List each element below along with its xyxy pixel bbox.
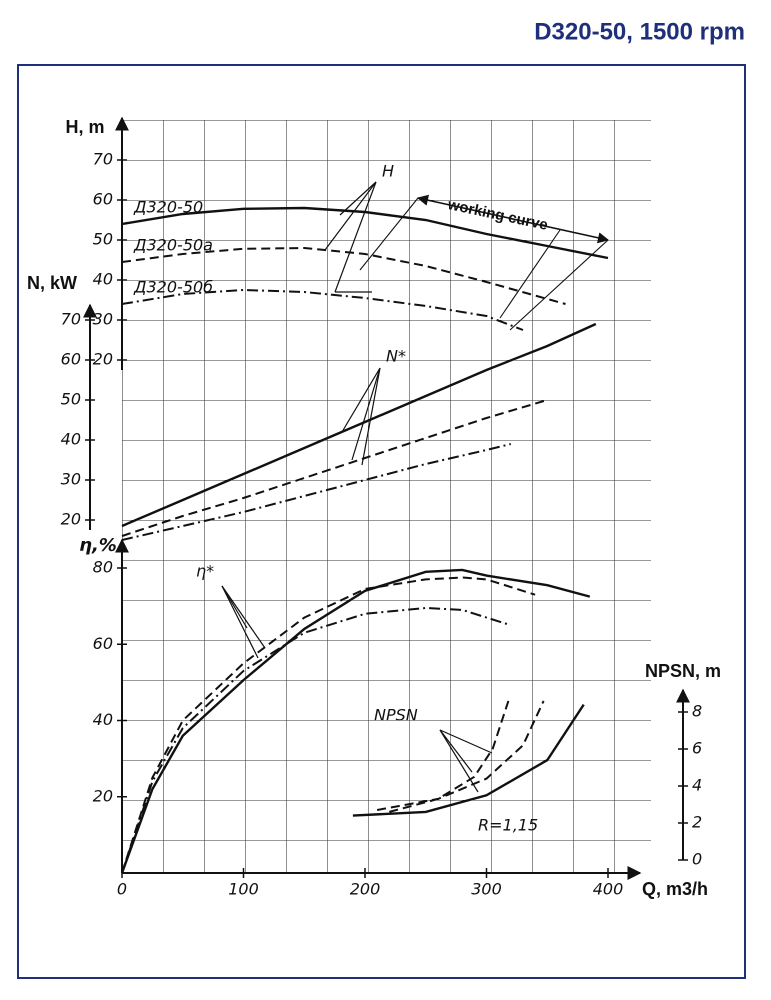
x-tick-label: 400 [593,880,624,899]
annotation: NPSN [374,706,418,725]
y-tick-label: 50 [61,390,81,409]
series-label: Д320-50 [133,198,203,217]
x-tick-label: 0 [117,880,127,899]
y-tick-label: 2 [692,813,702,832]
curve [120,568,591,874]
leader-line [439,729,479,793]
leader-line [324,181,377,251]
leader-line [221,585,259,659]
y-tick-label: 20 [93,350,113,369]
y-tick-label: 50 [93,230,113,249]
y-tick-label: 30 [93,310,113,329]
curve [121,322,597,528]
curve [121,246,566,305]
curve [376,700,545,811]
y-tick-label: 70 [61,310,81,329]
y-tick-label: 30 [61,470,81,489]
curve [121,576,536,874]
frame [17,64,746,979]
leader-line [339,181,377,216]
y-tick-label: 20 [93,786,113,805]
y-tick-label: 4 [692,776,702,795]
curve [352,703,585,817]
title: D320-50, 1500 rpm [534,18,745,45]
leader-line [359,197,419,271]
leader-line [221,585,266,649]
x-tick-label: 300 [471,880,502,899]
leader-line [334,181,377,293]
y-axis-label: η,% [79,535,117,556]
y-axis-label: N, kW [27,273,77,293]
curve [121,443,512,541]
y-tick-label: 20 [61,510,81,529]
annotation: H [382,162,394,181]
leader-line [361,367,381,466]
leader-line [351,367,381,461]
y-tick-label: 60 [61,350,81,369]
leader-line [439,729,473,773]
grid-paper [122,120,651,873]
leader-line [341,367,381,433]
y-tick-label: 40 [61,430,81,449]
leader-line [439,729,493,754]
working-curve-arrow [416,194,610,244]
series-label: Д320-50б [133,278,213,297]
x-axis-label: Q, m3/h [642,879,708,899]
y-tick-label: 6 [692,739,702,758]
y-tick-label: 80 [93,558,113,577]
leader-line [509,239,609,331]
annotation: η* [196,562,214,581]
curve [121,288,524,331]
y-tick-label: 70 [93,150,113,169]
curve [389,700,510,813]
curve [121,606,512,874]
curve [121,399,548,537]
x-tick-label: 200 [350,880,381,899]
series-label: Д320-50а [133,236,213,255]
y-tick-label: 8 [692,702,702,721]
y-tick-label: 60 [93,634,113,653]
y-axis-label: H, m [65,117,104,137]
y-axis-label: NPSN, m [645,661,721,681]
y-tick-label: 40 [93,710,113,729]
annotation: N* [386,347,406,366]
y-tick-label: 60 [93,190,113,209]
annotation: R=1,15 [478,816,538,835]
y-tick-label: 0 [692,850,702,869]
y-tick-label: 40 [93,270,113,289]
leader-line [499,229,561,319]
x-tick-label: 100 [228,880,259,899]
